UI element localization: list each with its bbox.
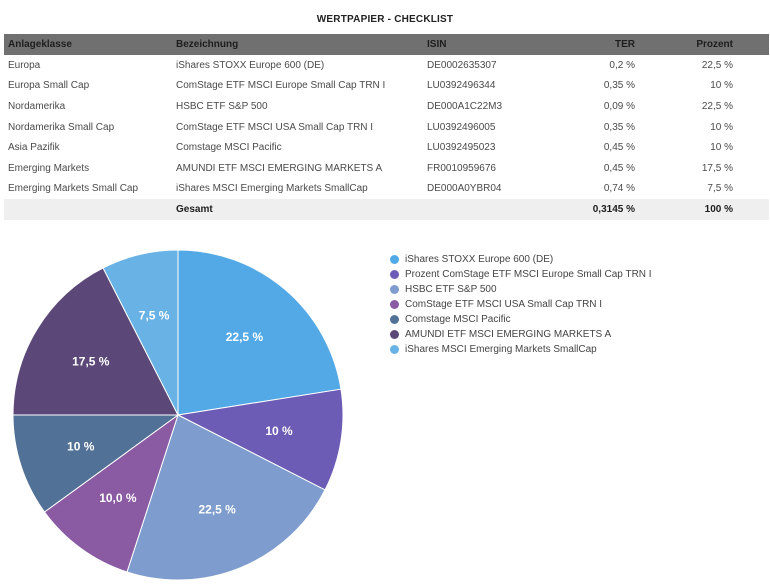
cell-bezeichnung: Comstage MSCI Pacific [176,142,282,154]
cell-ter: 0,2 % [609,59,635,71]
page-title: WERTPAPIER - CHECKLIST [316,14,454,25]
table-header-row: Anlageklasse Bezeichnung ISIN TER Prozen… [4,34,769,55]
pie-slice-label: 10,0 % [99,491,137,505]
legend-label: Prozent ComStage ETF MSCI Europe Small C… [405,269,652,280]
table-body: Europa iShares STOXX Europe 600 (DE) DE0… [4,55,769,220]
pie-slice [176,388,344,491]
legend-item: HSBC ETF S&P 500 [390,282,652,297]
header-prozent: Prozent [696,39,733,50]
cell-anlageklasse: Europa [8,59,41,71]
cell-isin: DE000A0YBR04 [427,183,502,195]
cell-isin: DE0002635307 [427,59,497,71]
cell-bezeichnung: AMUNDI ETF MSCI EMERGING MARKETS A [176,162,383,174]
cell-anlageklasse: Emerging Markets Small Cap [8,183,139,195]
pie-slice [126,414,326,581]
cell-prozent: 10 % [710,80,733,92]
legend-label: ComStage ETF MSCI USA Small Cap TRN I [405,299,603,310]
cell-bezeichnung: HSBC ETF S&P 500 [176,100,268,112]
cell-isin: DE000A1C22M3 [427,100,503,112]
chart-legend: iShares STOXX Europe 600 (DE) Prozent Com… [390,252,652,357]
pie-slice-label: 7,5 % [139,309,170,323]
legend-swatch [390,270,399,279]
cell-ter: 0,09 % [603,100,635,112]
cell-isin: LU0392495023 [427,142,496,154]
cell-isin: LU0392496344 [427,80,496,92]
total-prozent: 100 % [671,199,769,220]
cell-bezeichnung: iShares STOXX Europe 600 (DE) [176,59,325,71]
legend-swatch [390,255,399,264]
header-isin: ISIN [427,39,447,50]
header-anlageklasse: Anlageklasse [8,39,72,50]
cell-anlageklasse: Europa Small Cap [8,80,90,92]
cell-bezeichnung: iShares MSCI Emerging Markets SmallCap [176,183,368,195]
total-label: Gesamt [172,199,423,220]
table-row: Emerging Markets AMUNDI ETF MSCI EMERGIN… [4,158,769,179]
cell-isin: FR0010959676 [427,162,496,174]
cell-prozent: 10 % [710,121,733,133]
pie-chart: 22,5 % 10 % 22,5 % 10,0 % 10 % 17,5 % 7,5 % [12,249,344,581]
legend-swatch [390,285,399,294]
cell-ter: 0,35 % [603,80,635,92]
legend-label: iShares MSCI Emerging Markets SmallCap [405,344,597,355]
cell-ter: 0,74 % [603,183,635,195]
legend-item: iShares STOXX Europe 600 (DE) [390,252,652,267]
cell-prozent: 17,5 % [701,162,733,174]
cell-prozent: 22,5 % [701,100,733,112]
legend-label: HSBC ETF S&P 500 [405,284,497,295]
cell-prozent: 22,5 % [701,59,733,71]
pie-slice-label: 10 % [67,440,95,454]
cell-isin: LU0392496005 [427,121,496,133]
table-row: Emerging Markets Small Cap iShares MSCI … [4,179,769,200]
table-row: Asia Pazifik Comstage MSCI Pacific LU039… [4,137,769,158]
cell-anlageklasse: Nordamerika [8,100,66,112]
legend-item: iShares MSCI Emerging Markets SmallCap [390,342,652,357]
table-row: Europa Small Cap ComStage ETF MSCI Europ… [4,76,769,97]
header-ter: TER [615,39,635,50]
pie-slice [12,267,179,416]
legend-swatch [390,345,399,354]
total-ter: 0,3145 % [541,199,671,220]
cell-prozent: 10 % [710,142,733,154]
pie-slice-label: 17,5 % [72,355,110,369]
legend-item: Prozent ComStage ETF MSCI Europe Small C… [390,267,652,282]
cell-bezeichnung: ComStage ETF MSCI USA Small Cap TRN I [176,121,374,133]
pie-slice-label: 22,5 % [226,330,264,344]
checklist-table: Anlageklasse Bezeichnung ISIN TER Prozen… [4,34,769,220]
pie-slice-label: 22,5 % [198,503,236,517]
cell-bezeichnung: ComStage ETF MSCI Europe Small Cap TRN I [176,80,386,92]
total-cell-anlageklasse [4,199,172,220]
table-row: Europa iShares STOXX Europe 600 (DE) DE0… [4,55,769,76]
legend-item: ComStage ETF MSCI USA Small Cap TRN I [390,297,652,312]
total-cell-isin [423,199,541,220]
cell-anlageklasse: Emerging Markets [8,162,90,174]
legend-swatch [390,315,399,324]
cell-ter: 0,35 % [603,121,635,133]
legend-label: iShares STOXX Europe 600 (DE) [405,254,554,265]
pie-slice [43,413,179,573]
table-row: Nordamerika Small Cap ComStage ETF MSCI … [4,117,769,138]
header-bezeichnung: Bezeichnung [176,39,239,50]
legend-swatch [390,300,399,309]
legend-item: Comstage MSCI Pacific [390,312,652,327]
cell-prozent: 7,5 % [707,183,733,195]
pie-slice [177,249,342,416]
legend-item: AMUNDI ETF MSCI EMERGING MARKETS A [390,327,652,342]
pie-slice-label: 10 % [265,424,293,438]
cell-ter: 0,45 % [603,162,635,174]
cell-ter: 0,45 % [603,142,635,154]
table-row: Nordamerika HSBC ETF S&P 500 DE000A1C22M… [4,96,769,117]
legend-label: AMUNDI ETF MSCI EMERGING MARKETS A [405,329,612,340]
pie-slice [102,249,179,416]
legend-swatch [390,330,399,339]
cell-anlageklasse: Nordamerika Small Cap [8,121,115,133]
cell-anlageklasse: Asia Pazifik [8,142,60,154]
total-row: Gesamt 0,3145 % 100 % [4,199,769,220]
legend-label: Comstage MSCI Pacific [405,314,511,325]
pie-slice [12,414,180,513]
